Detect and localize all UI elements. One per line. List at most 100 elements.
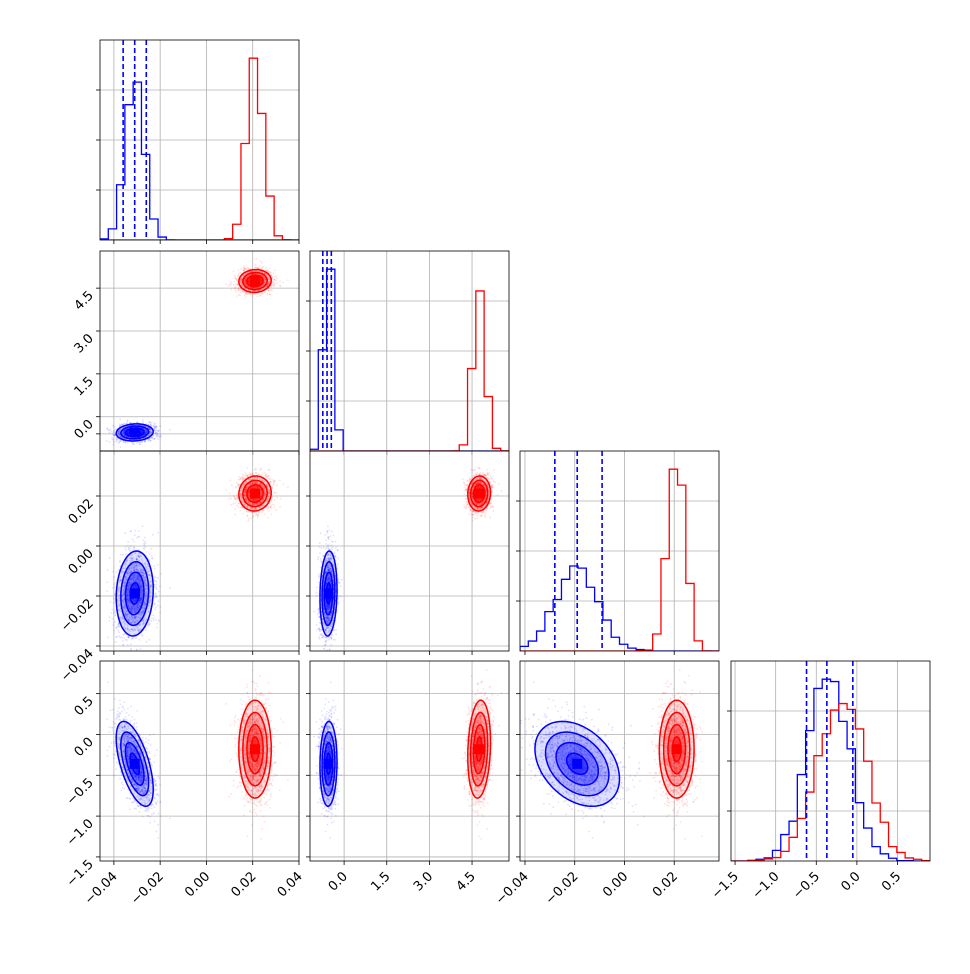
sample-point [112,444,114,446]
sample-point [154,565,156,567]
scatter-panel-1-0 [96,251,299,455]
tick-marks [96,90,299,244]
sample-point [159,586,161,588]
sample-point [118,630,120,632]
sample-point [110,601,112,603]
sample-point [225,283,227,285]
sample-point [140,648,142,650]
sample-point [121,637,123,639]
sample-point [129,656,131,658]
sample-point [159,606,161,608]
sample-point [136,649,138,651]
sample-point [114,614,116,616]
density-contours-series-1 [239,270,271,293]
histogram-series-0 [100,82,299,240]
sample-point [275,279,277,281]
sample-point [169,587,171,589]
sample-point [141,635,143,637]
sample-point [270,289,272,291]
sample-point [155,432,157,434]
sample-point [245,297,247,299]
sample-point [239,294,241,296]
sample-point [115,613,117,615]
sample-point [151,618,153,620]
sample-point [267,294,269,296]
sample-point [112,571,114,573]
sample-point [136,651,138,653]
sample-point [279,280,281,282]
sample-point [156,627,158,629]
sample-point [231,282,233,284]
sample-point [109,616,111,618]
sample-point [115,636,117,638]
sample-point [273,282,275,284]
sample-point [142,539,144,541]
sample-point [244,295,246,297]
sample-point [255,258,257,260]
sample-point [136,442,138,444]
sample-point [138,530,140,532]
sample-point [150,548,152,550]
sample-point [274,269,276,271]
sample-point [112,425,114,427]
sample-point [237,273,239,275]
sample-point [160,573,162,575]
sample-point [243,270,245,272]
sample-point [280,285,282,287]
sample-point [146,551,148,553]
sample-point [133,547,135,549]
sample-point [156,583,158,585]
histogram-series-0 [310,269,509,451]
sample-point [112,587,114,589]
sample-point [114,610,116,612]
density-peak [250,276,260,286]
sample-point [109,430,111,432]
sample-point [129,549,131,551]
sample-point [156,425,158,427]
sample-point [135,638,137,640]
sample-point [153,619,155,621]
sample-point [233,284,235,286]
sample-point [132,637,134,639]
sample-point [262,266,264,268]
sample-point [147,440,149,442]
sample-point [238,287,240,289]
sample-point [119,418,121,420]
sample-point [230,281,232,283]
histogram-series-1 [100,58,299,240]
sample-point [113,431,115,433]
sample-point [127,545,129,547]
sample-point [236,295,238,297]
sample-point [122,554,124,556]
sample-point [130,531,132,533]
density-peak [130,427,140,437]
sample-point [113,602,115,604]
sample-point [155,606,157,608]
grid-lines [100,40,299,240]
sample-point [157,437,159,439]
sample-point [267,292,269,294]
sample-point [157,623,159,625]
sample-point [126,639,128,641]
sample-point [108,432,110,434]
sample-point [228,285,230,287]
sample-point [155,619,157,621]
sample-point [243,267,245,269]
sample-point [160,436,162,438]
grid-lines [310,251,509,451]
sample-point [111,431,113,433]
sample-point [265,267,267,269]
sample-point [155,436,157,438]
sample-point [146,641,148,643]
sample-point [154,608,156,610]
sample-point [153,438,155,440]
sample-point [233,281,235,283]
sample-point [124,546,126,548]
sample-point [149,421,151,423]
sample-point [148,559,150,561]
sample-point [143,547,145,549]
sample-point [261,262,263,264]
sample-point [133,541,135,543]
sample-point [255,267,257,269]
sample-point [157,532,159,534]
